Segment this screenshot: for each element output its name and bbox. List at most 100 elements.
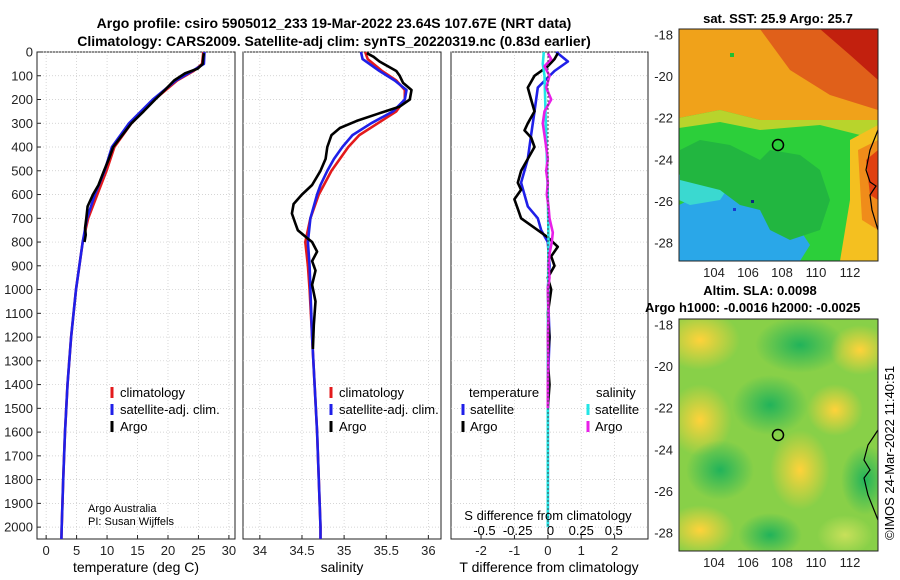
map-lat-tick-label: -24: [654, 152, 673, 167]
y-tick-label: 2000: [4, 520, 33, 535]
x-tick-label: 0: [43, 543, 50, 558]
map-lat-tick-label: -22: [654, 111, 673, 126]
imos-stamp: ©IMOS 24-Mar-2022 11:40:51: [882, 366, 897, 540]
map-lat-tick-label: -26: [654, 194, 673, 209]
x-tick-label: 0: [544, 543, 551, 558]
figure-title-line1: Argo profile: csiro 5905012_233 19-Mar-2…: [97, 15, 572, 31]
x-tick-label: 35: [337, 543, 351, 558]
y-tick-label: 1600: [4, 425, 33, 440]
legend-label-climatology: climatology: [339, 385, 405, 400]
map-lon-tick-label: 104: [703, 265, 725, 280]
x-tick-label: 2: [611, 543, 618, 558]
y-tick-label: 1500: [4, 401, 33, 416]
difference-legend: temperature salinity satellite Argo sate…: [461, 385, 639, 434]
salinity-xlabel: salinity: [321, 559, 364, 575]
sst-coastline: [865, 129, 879, 231]
y-tick-label: 0: [26, 45, 33, 60]
x-tick-label: 1: [578, 543, 585, 558]
temperature-xlabel: temperature (deg C): [73, 559, 199, 575]
y-tick-label: 1400: [4, 377, 33, 392]
sla-map-title-line2: Argo h1000: -0.0016 h2000: -0.0025: [645, 300, 860, 315]
attribution-line2: PI: Susan Wijffels: [88, 516, 174, 528]
difference-xlabel: T difference from climatology: [459, 559, 638, 575]
map-lon-tick-label: 106: [737, 555, 759, 570]
x-tick-label: 34.5: [289, 543, 314, 558]
y-tick-label: 400: [11, 140, 33, 155]
map-lon-tick-label: 108: [771, 555, 793, 570]
map-lon-tick-label: 112: [840, 265, 861, 280]
map-lat-tick-label: -24: [654, 442, 673, 457]
temperature-legend: climatology satellite-adj. clim. Argo: [110, 385, 220, 434]
legend-label-satellite-adj: satellite-adj. clim.: [120, 402, 220, 417]
legend-label-sal-satellite: satellite: [595, 402, 639, 417]
series-line-satellite-adj-clim-: [306, 51, 408, 539]
map-lat-tick-label: -28: [654, 526, 673, 541]
sla-map-frame: [678, 318, 879, 552]
difference-top-xlabel: S difference from climatology: [464, 508, 632, 523]
legend-label-temp-satellite: satellite: [470, 402, 514, 417]
salinity-panel: [242, 51, 442, 540]
x-tick-label: 35.5: [374, 543, 399, 558]
sla-argo-location-marker: [771, 428, 785, 442]
map-lon-tick-label: 110: [806, 265, 827, 280]
map-lat-tick-label: -18: [654, 318, 673, 333]
sla-map: [679, 319, 878, 551]
y-tick-label: 1900: [4, 496, 33, 511]
x-tick-label: 5: [73, 543, 80, 558]
sst-map-title: sat. SST: 25.9 Argo: 25.7: [703, 11, 853, 26]
sla-coastline: [863, 429, 879, 521]
y-tick-label: 700: [11, 211, 33, 226]
legend-label-temp-argo: Argo: [470, 419, 497, 434]
map-lon-tick-label: 104: [703, 555, 725, 570]
map-lat-tick-label: -20: [654, 69, 673, 84]
y-tick-label: 1800: [4, 472, 33, 487]
y-tick-label: 200: [11, 92, 33, 107]
y-tick-label: 1100: [5, 306, 33, 321]
legend-title-salinity: salinity: [596, 385, 636, 400]
difference-salinity-ticks: -0.5 -0.25 0 0.25 0.5: [473, 523, 623, 538]
y-tick-label: 100: [11, 68, 33, 83]
y-tick-label: 500: [11, 163, 33, 178]
y-tick-label: 900: [11, 258, 33, 273]
x-tick-label: 20: [161, 543, 175, 558]
attribution-line1: Argo Australia: [88, 503, 157, 515]
map-lon-tick-label: 112: [840, 555, 861, 570]
map-lon-tick-label: 108: [771, 265, 793, 280]
x-tick-label: -1: [509, 543, 521, 558]
x-tick-label: 36: [421, 543, 435, 558]
legend-label-climatology: climatology: [120, 385, 186, 400]
y-tick-label: 1700: [4, 448, 33, 463]
sst-map: [679, 29, 878, 261]
map-lat-tick-label: -18: [654, 28, 673, 43]
x-tick-label: 15: [130, 543, 144, 558]
x-tick-label: 34: [253, 543, 267, 558]
series-line-argo: [290, 52, 413, 350]
y-tick-label: 800: [11, 235, 33, 250]
figure-title-line2: Climatology: CARS2009. Satellite-adj cli…: [77, 33, 591, 49]
y-tick-label: 1000: [4, 282, 33, 297]
x-tick-label: 25: [191, 543, 205, 558]
map-lat-tick-label: -28: [654, 236, 673, 251]
y-tick-label: 1200: [4, 330, 33, 345]
series-line-argo: [83, 52, 206, 243]
legend-label-satellite-adj: satellite-adj. clim.: [339, 402, 439, 417]
map-lat-tick-label: -20: [654, 359, 673, 374]
map-lon-tick-label: 106: [737, 265, 759, 280]
x-tick-label: 10: [100, 543, 114, 558]
sst-argo-location-marker: [771, 138, 785, 152]
legend-label-sal-argo: Argo: [595, 419, 622, 434]
legend-label-argo: Argo: [120, 419, 147, 434]
map-lat-tick-label: -26: [654, 484, 673, 499]
sst-map-frame: [678, 28, 879, 262]
legend-label-argo: Argo: [339, 419, 366, 434]
map-lat-tick-label: -22: [654, 401, 673, 416]
temperature-panel: [36, 51, 236, 540]
y-tick-label: 1300: [4, 353, 33, 368]
x-tick-label: -2: [475, 543, 487, 558]
salinity-legend: climatology satellite-adj. clim. Argo: [329, 385, 439, 434]
y-tick-label: 300: [11, 116, 33, 131]
y-tick-label: 600: [11, 187, 33, 202]
x-tick-label: 30: [222, 543, 236, 558]
sla-map-title-line1: Altim. SLA: 0.0098: [703, 283, 816, 298]
